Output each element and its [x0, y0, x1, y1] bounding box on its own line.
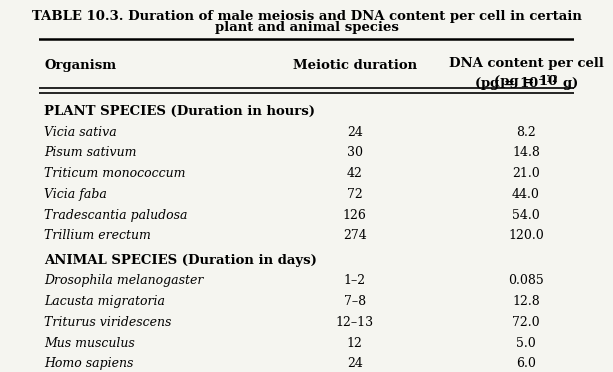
- Text: Lacusta migratoria: Lacusta migratoria: [44, 295, 165, 308]
- Text: 72: 72: [347, 188, 362, 201]
- Text: (pg = 10: (pg = 10: [495, 75, 558, 88]
- Text: 5.0: 5.0: [516, 337, 536, 350]
- Text: Pisum sativum: Pisum sativum: [44, 147, 137, 160]
- Text: Mus musculus: Mus musculus: [44, 337, 135, 350]
- Text: 120.0: 120.0: [508, 230, 544, 243]
- Text: 8.2: 8.2: [516, 126, 536, 139]
- Text: Homo sapiens: Homo sapiens: [44, 357, 134, 371]
- Text: Tradescantia paludosa: Tradescantia paludosa: [44, 209, 188, 222]
- Text: ANIMAL SPECIES (Duration in days): ANIMAL SPECIES (Duration in days): [44, 254, 317, 267]
- Text: Drosophila melanogaster: Drosophila melanogaster: [44, 275, 204, 288]
- Text: (pg = 10$^{-12}$ g): (pg = 10$^{-12}$ g): [474, 75, 578, 94]
- Text: plant and animal species: plant and animal species: [215, 21, 398, 34]
- Text: 42: 42: [347, 167, 363, 180]
- Text: 274: 274: [343, 230, 367, 243]
- Text: Vicia faba: Vicia faba: [44, 188, 107, 201]
- Text: 12.8: 12.8: [512, 295, 540, 308]
- Text: 21.0: 21.0: [512, 167, 540, 180]
- Text: 14.8: 14.8: [512, 147, 540, 160]
- Text: Triturus viridescens: Triturus viridescens: [44, 316, 172, 329]
- Text: 6.0: 6.0: [516, 357, 536, 371]
- Text: 44.0: 44.0: [512, 188, 540, 201]
- Text: Trillium erectum: Trillium erectum: [44, 230, 151, 243]
- Text: 1–2: 1–2: [344, 275, 366, 288]
- Text: 12–13: 12–13: [336, 316, 374, 329]
- Text: TABLE 10.3. Duration of male meiosis and DNA content per cell in certain: TABLE 10.3. Duration of male meiosis and…: [31, 10, 582, 23]
- Text: 12: 12: [347, 337, 363, 350]
- Text: 0.085: 0.085: [508, 275, 544, 288]
- Text: 54.0: 54.0: [512, 209, 540, 222]
- Text: 7–8: 7–8: [344, 295, 366, 308]
- Text: 72.0: 72.0: [512, 316, 540, 329]
- Text: 24: 24: [347, 126, 363, 139]
- Text: Vicia sativa: Vicia sativa: [44, 126, 117, 139]
- Text: 126: 126: [343, 209, 367, 222]
- Text: Triticum monococcum: Triticum monococcum: [44, 167, 186, 180]
- Text: DNA content per cell: DNA content per cell: [449, 57, 603, 70]
- Text: Meiotic duration: Meiotic duration: [292, 58, 417, 71]
- Text: PLANT SPECIES (Duration in hours): PLANT SPECIES (Duration in hours): [44, 105, 315, 118]
- Text: 30: 30: [347, 147, 363, 160]
- Text: Organism: Organism: [44, 58, 116, 71]
- Text: 24: 24: [347, 357, 363, 371]
